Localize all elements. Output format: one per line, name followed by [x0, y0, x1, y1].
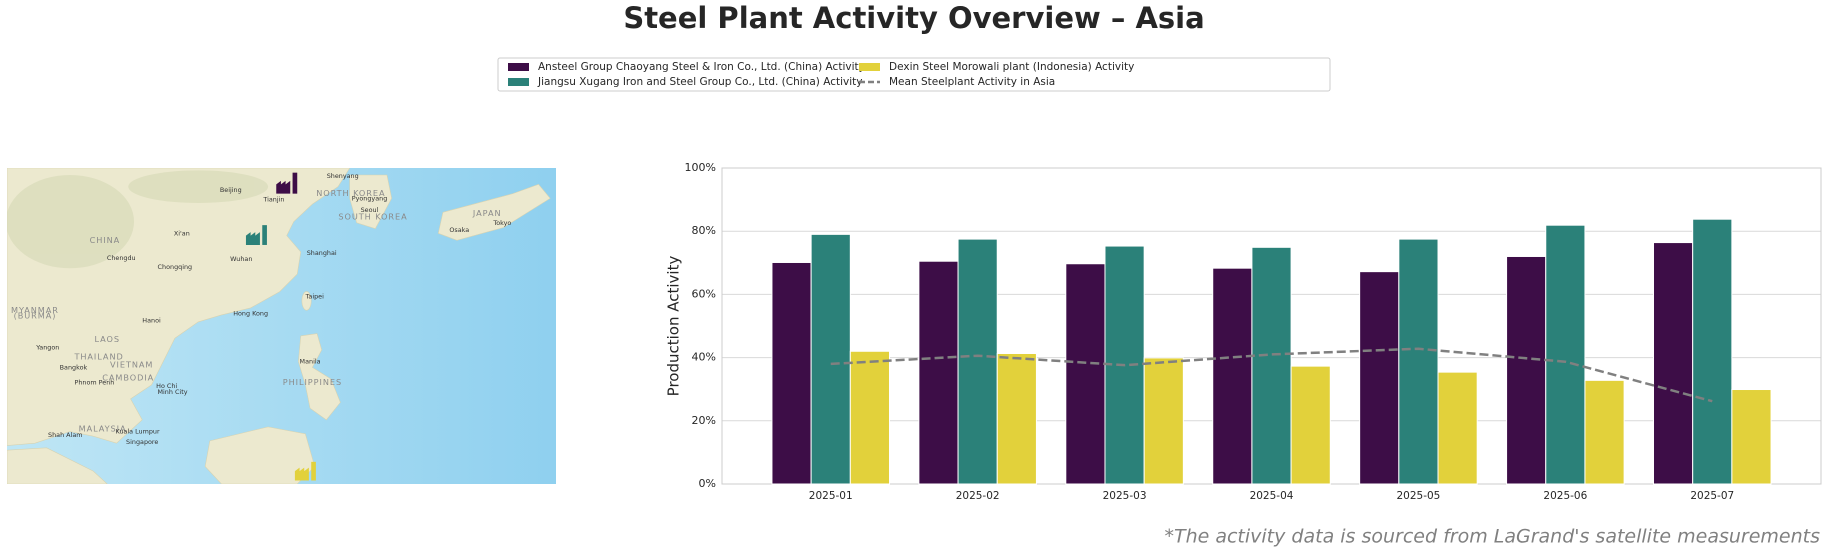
- bar: [1653, 242, 1694, 485]
- bar: [1359, 271, 1400, 485]
- x-tick-label: 2025-02: [956, 490, 1000, 502]
- map-city-label: Tokyo: [492, 219, 511, 227]
- bar: [1065, 263, 1106, 485]
- map-city-label: Taipei: [305, 292, 325, 300]
- map-country-label: NORTH KOREA: [316, 188, 385, 198]
- map-country-label: THAILAND: [73, 351, 123, 361]
- bar: [1251, 246, 1292, 485]
- legend-swatch: [859, 63, 880, 71]
- bar: [918, 260, 959, 485]
- bar: [1731, 389, 1772, 485]
- map-country-label: CHINA: [90, 235, 121, 245]
- y-tick-label: 40%: [692, 351, 716, 364]
- map-city-label: Manila: [300, 358, 321, 366]
- map-city-label: Phnom Penh: [74, 379, 114, 387]
- y-axis-label: Production Activity: [665, 256, 683, 397]
- map-city-label: Minh City: [158, 388, 188, 396]
- legend-label: Ansteel Group Chaoyang Steel & Iron Co.,…: [538, 61, 865, 73]
- bar: [996, 352, 1037, 485]
- map-city-label: Yangon: [35, 344, 59, 352]
- map-city-label: Beijing: [220, 186, 242, 194]
- y-tick-label: 100%: [685, 161, 716, 174]
- mean-line: [830, 347, 1713, 403]
- legend-box: [497, 57, 1331, 92]
- map-city-label: Shah Alam: [48, 431, 82, 439]
- map-city-label: Osaka: [449, 226, 469, 234]
- bar: [1545, 224, 1586, 485]
- bar: [1143, 357, 1184, 485]
- x-tick-label: 2025-07: [1690, 490, 1734, 502]
- bar: [1212, 267, 1253, 485]
- bar: [1437, 371, 1478, 485]
- map-city-label: Singapore: [126, 438, 158, 446]
- map-city-label: Xi'an: [174, 229, 190, 237]
- map-country-label: VIETNAM: [110, 360, 153, 370]
- map-country-label: MALAYSIA: [79, 424, 127, 434]
- map-city-label: Pyongyang: [352, 194, 388, 202]
- map-country-label: JAPAN: [472, 208, 502, 218]
- legend-label: Jiangsu Xugang Iron and Steel Group Co.,…: [537, 76, 862, 88]
- chart-title: Steel Plant Activity Overview – Asia: [623, 1, 1204, 35]
- map-city-label: Hanoi: [142, 317, 161, 325]
- map-country-label: SOUTH KOREA: [338, 211, 407, 221]
- legend-swatch: [508, 63, 529, 71]
- map-country-label: MYANMAR: [11, 305, 59, 315]
- map-city-label: Seoul: [361, 206, 379, 214]
- bar: [1398, 238, 1439, 485]
- x-tick-label: 2025-05: [1396, 490, 1440, 502]
- map-city-label: Tianjin: [262, 195, 284, 203]
- map: Shenyang Beijing NORTH KOREA Tianjin Pyongya…: [7, 168, 556, 484]
- map-city-label: Shanghai: [307, 249, 337, 257]
- bar: [1584, 379, 1625, 485]
- bar: [1506, 255, 1547, 485]
- bar: [1692, 218, 1733, 485]
- legend-label: Dexin Steel Morowali plant (Indonesia) A…: [889, 61, 1134, 73]
- bar: [1290, 365, 1331, 485]
- map-labels: Shenyang Beijing NORTH KOREA Tianjin Pyongya…: [11, 172, 511, 446]
- x-tick-label: 2025-01: [809, 490, 853, 502]
- legend-swatch: [508, 78, 529, 86]
- terrain: [7, 170, 269, 269]
- map-city-label: Chengdu: [107, 254, 136, 262]
- map-city-label: Chongqing: [158, 263, 193, 271]
- y-tick-label: 80%: [692, 224, 716, 237]
- bar: [957, 238, 998, 485]
- map-city-label: Bangkok: [60, 363, 88, 371]
- map-country-label: LAOS: [94, 334, 119, 344]
- map-city-label: Wuhan: [230, 255, 252, 263]
- map-city-label: Ho Chi: [156, 382, 177, 390]
- x-tick-label: 2025-06: [1543, 490, 1587, 502]
- plant-icon: [245, 225, 267, 245]
- bar: [810, 233, 851, 485]
- legend-label: Mean Steelplant Activity in Asia: [889, 76, 1055, 88]
- x-tick-label: 2025-03: [1103, 490, 1147, 502]
- y-tick-label: 0%: [699, 477, 716, 490]
- y-tick-label: 20%: [692, 414, 716, 427]
- plant-icon: [294, 461, 316, 481]
- map-city-label: Hong Kong: [233, 310, 268, 318]
- plant-icon: [276, 172, 298, 194]
- bar: [771, 261, 812, 485]
- bar: [849, 350, 890, 485]
- map-city-label: Shenyang: [327, 172, 359, 180]
- footnote: *The activity data is sourced from LaGra…: [1164, 526, 1820, 548]
- y-tick-label: 60%: [692, 287, 716, 300]
- x-tick-label: 2025-04: [1250, 490, 1294, 502]
- map-country-label: PHILIPPINES: [283, 377, 342, 387]
- map-country-label: CAMBODIA: [102, 372, 154, 382]
- map-city-label: Kuala Lumpur: [115, 428, 159, 436]
- map-country-label: (BURMA): [14, 311, 57, 321]
